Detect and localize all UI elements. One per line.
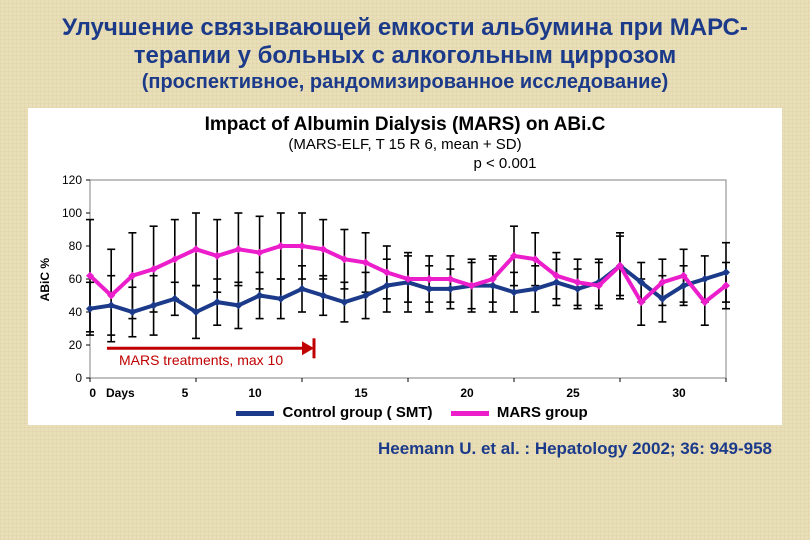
legend-swatch-mars (451, 411, 489, 416)
legend-swatch-control (236, 411, 274, 416)
legend-label-control: Control group ( SMT) (283, 404, 433, 421)
x-axis: 0Days51015202530 (72, 386, 752, 400)
svg-text:0: 0 (75, 371, 82, 384)
svg-text:60: 60 (69, 272, 83, 286)
slide-subtitle: (проспективное, рандомизированное исслед… (24, 71, 786, 94)
citation: Heemann U. et al. : Hepatology 2002; 36:… (0, 425, 810, 459)
svg-text:100: 100 (62, 206, 82, 220)
p-value: p < 0.001 (38, 155, 772, 172)
plot-area: 0 20 40 60 80 100 120 MARS treatments, max 10 (56, 174, 772, 384)
chart-title: Impact of Albumin Dialysis (MARS) on ABi… (38, 114, 772, 136)
y-axis-label: ABiC % (38, 258, 52, 301)
svg-text:80: 80 (69, 239, 83, 253)
chart-panel: Impact of Albumin Dialysis (MARS) on ABi… (28, 108, 782, 425)
mars-annotation: MARS treatments, max 10 (119, 352, 283, 368)
legend-label-mars: MARS group (497, 404, 588, 421)
svg-text:40: 40 (69, 305, 83, 319)
slide-title: Улучшение связывающей емкости альбумина … (24, 14, 786, 69)
legend: Control group ( SMT) MARS group (38, 404, 772, 421)
chart-subtitle: (MARS-ELF, T 15 R 6, mean + SD) (38, 136, 772, 153)
svg-text:20: 20 (69, 338, 83, 352)
svg-text:120: 120 (62, 174, 82, 187)
